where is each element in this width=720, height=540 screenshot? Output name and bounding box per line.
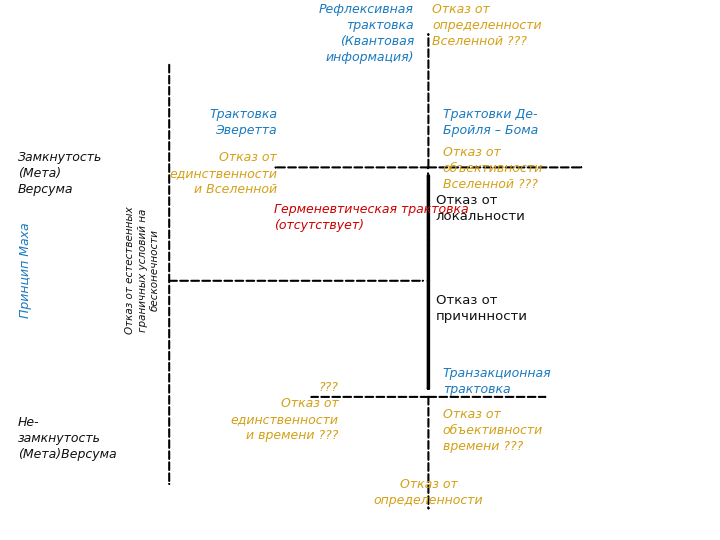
Text: Отказ от естественных
граничных условий на
бесконечности: Отказ от естественных граничных условий …: [125, 206, 160, 334]
Text: Транзакционная
трактовка: Транзакционная трактовка: [443, 367, 552, 396]
Text: Отказ от
единственности
и Вселенной: Отказ от единственности и Вселенной: [169, 151, 277, 196]
Text: Отказ от
объективности
Вселенной ???: Отказ от объективности Вселенной ???: [443, 146, 543, 191]
Text: Отказ от
причинности: Отказ от причинности: [436, 294, 528, 323]
Text: Принцип Маха: Принцип Маха: [19, 222, 32, 318]
Text: Отказ от
объективности
времени ???: Отказ от объективности времени ???: [443, 408, 543, 453]
Text: Отказ от
локальности: Отказ от локальности: [436, 194, 526, 224]
Text: ???
Отказ от
единственности
и времени ???: ??? Отказ от единственности и времени ??…: [230, 381, 338, 442]
Text: Трактовка
Эверетта: Трактовка Эверетта: [210, 108, 277, 137]
Text: Рефлексивная
трактовка
(Квантовая
информация): Рефлексивная трактовка (Квантовая информ…: [319, 3, 414, 64]
Text: Замкнутость
(Мета)
Версума: Замкнутость (Мета) Версума: [18, 151, 102, 196]
Text: Трактовки Де-
Бройля – Бома: Трактовки Де- Бройля – Бома: [443, 108, 538, 137]
Text: Не-
замкнутость
(Мета)Версума: Не- замкнутость (Мета)Версума: [18, 416, 117, 461]
Text: Отказ от
определенности
Вселенной ???: Отказ от определенности Вселенной ???: [432, 3, 541, 48]
Text: Герменевтическая трактовка
(отсутствует): Герменевтическая трактовка (отсутствует): [274, 202, 468, 232]
Text: Отказ от
определенности: Отказ от определенности: [374, 478, 483, 507]
